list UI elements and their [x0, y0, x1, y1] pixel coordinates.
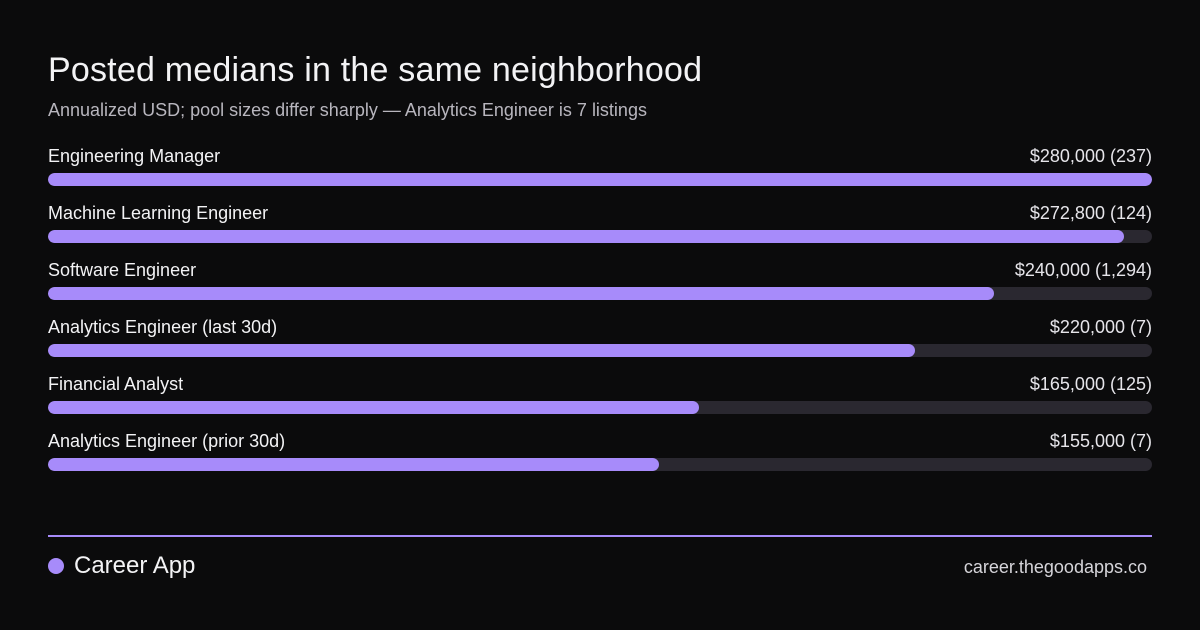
bar	[48, 401, 699, 414]
chart-title: Posted medians in the same neighborhood	[48, 51, 703, 89]
brand-dot-icon	[48, 558, 64, 574]
bar-track	[48, 401, 1152, 414]
bar-value-label: $220,000 (7)	[1049, 317, 1152, 337]
bar-label: Software Engineer	[48, 260, 197, 280]
chart-subtitle: Annualized USD; pool sizes differ sharpl…	[48, 100, 647, 120]
bar-value-label: $155,000 (7)	[1049, 431, 1152, 451]
bar-row: Analytics Engineer (last 30d) $220,000 (7…	[48, 314, 1152, 371]
bar-row: Machine Learning Engineer $272,800 (124)	[48, 200, 1152, 257]
bar-value-label: $165,000 (125)	[1029, 374, 1152, 394]
brand-name: Career App	[74, 552, 196, 579]
brand-url-link[interactable]: career.thegoodapps.co	[963, 557, 1147, 577]
bar-track	[48, 458, 1152, 471]
bar	[48, 458, 660, 471]
bar-label: Financial Analyst	[48, 374, 184, 394]
bar-label: Analytics Engineer (last 30d)	[48, 317, 278, 337]
bar-value-label: $280,000 (237)	[1029, 146, 1152, 166]
bar-label: Machine Learning Engineer	[48, 203, 269, 223]
bar-row: Software Engineer $240,000 (1,294)	[48, 257, 1152, 314]
bar-chart: Engineering Manager $280,000 (237) Machine…	[48, 143, 1152, 485]
bar	[48, 173, 1152, 186]
bar-track	[48, 230, 1152, 243]
footer-divider	[48, 535, 1152, 537]
bar-row: Financial Analyst $165,000 (125)	[48, 371, 1152, 428]
bar-value-label: $240,000 (1,294)	[1014, 260, 1152, 280]
bar	[48, 344, 916, 357]
bar-row: Analytics Engineer (prior 30d) $155,000 (…	[48, 428, 1152, 485]
bar-track	[48, 287, 1152, 300]
bar-track	[48, 344, 1152, 357]
bar-track	[48, 173, 1152, 186]
bar-label: Engineering Manager	[48, 146, 221, 166]
bar	[48, 230, 1124, 243]
bar-value-label: $272,800 (124)	[1029, 203, 1152, 223]
bar	[48, 287, 995, 300]
bar-label: Analytics Engineer (prior 30d)	[48, 431, 286, 451]
bar-row: Engineering Manager $280,000 (237)	[48, 143, 1152, 200]
